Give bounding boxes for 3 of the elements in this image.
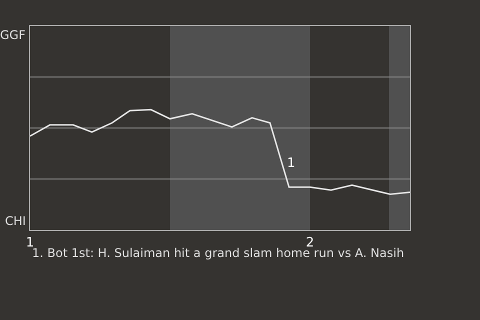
annotation: 1 xyxy=(287,156,296,171)
text: CHI xyxy=(5,214,26,228)
text: GGF xyxy=(0,28,26,42)
